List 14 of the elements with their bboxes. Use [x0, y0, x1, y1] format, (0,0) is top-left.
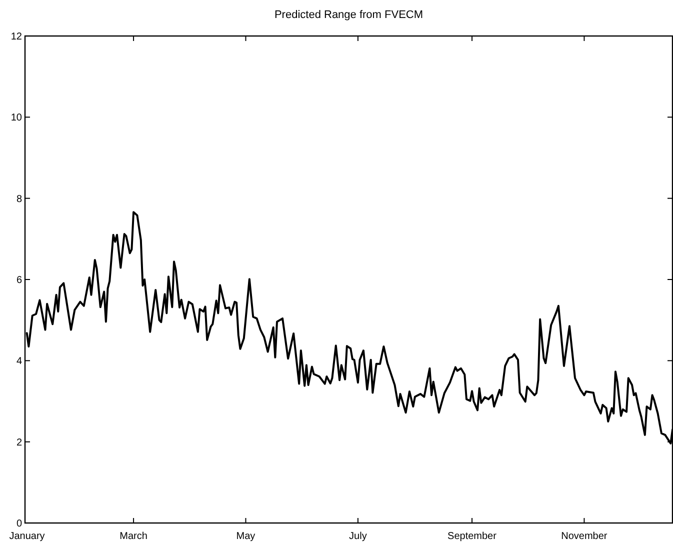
- x-tick-label: January: [9, 531, 45, 542]
- x-tick-label: September: [448, 531, 498, 542]
- chart-title: Predicted Range from FVECM: [274, 9, 424, 21]
- y-tick-label: 6: [16, 275, 22, 286]
- y-tick-label: 10: [10, 112, 22, 124]
- x-tick-label: November: [561, 531, 608, 542]
- x-tick-label: March: [120, 531, 148, 542]
- y-tick-label: 12: [10, 32, 22, 42]
- y-tick-label: 4: [16, 356, 22, 368]
- y-tick-label: 0: [16, 518, 22, 530]
- y-tick-label: 2: [16, 437, 22, 448]
- x-tick-label: July: [349, 531, 367, 542]
- y-tick-label: 8: [16, 194, 22, 205]
- x-tick-label: May: [236, 531, 256, 542]
